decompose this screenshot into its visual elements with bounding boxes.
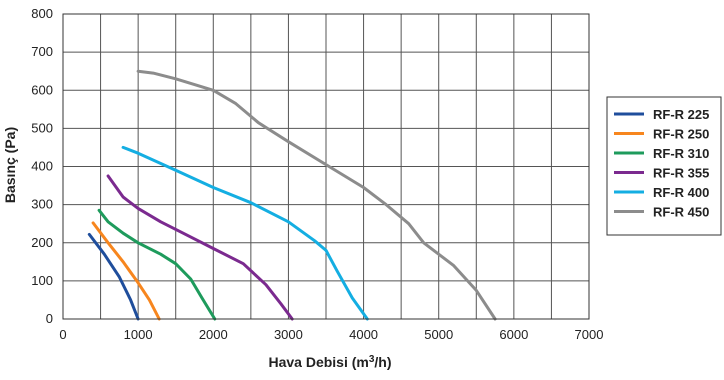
y-tick-labels: 0 100 200 300 400 500 600 700 800	[31, 6, 53, 326]
series-line	[87, 232, 140, 321]
legend-label: RF-R 450	[653, 205, 709, 220]
y-tick-label: 600	[31, 82, 53, 97]
y-tick-label: 800	[31, 6, 53, 21]
y-tick-label: 700	[31, 44, 53, 59]
series-line	[91, 221, 161, 321]
series-lines	[87, 69, 497, 321]
y-tick-label: 100	[31, 273, 53, 288]
series-line	[106, 174, 294, 321]
x-tick-label: 3000	[274, 327, 303, 342]
y-tick-label: 200	[31, 235, 53, 250]
grid-lines	[63, 14, 589, 319]
legend-label: RF-R 355	[653, 166, 709, 181]
y-axis-title: Basınç (Pa)	[2, 127, 18, 203]
x-tick-label: 2000	[199, 327, 228, 342]
series-line	[121, 145, 369, 321]
y-tick-label: 0	[46, 311, 53, 326]
legend-label: RF-R 225	[653, 107, 709, 122]
plot-frame	[62, 13, 590, 320]
series-line	[97, 208, 217, 321]
x-tick-label: 4000	[349, 327, 378, 342]
x-tick-label: 0	[59, 327, 66, 342]
y-tick-label: 300	[31, 197, 53, 212]
x-tick-label: 1000	[124, 327, 153, 342]
x-tick-labels: 0 1000 2000 3000 4000 5000 6000 7000	[59, 327, 603, 342]
x-axis-title: Hava Debisi (m3/h)	[268, 354, 391, 370]
x-tick-label: 5000	[424, 327, 453, 342]
x-tick-label: 7000	[575, 327, 604, 342]
x-tick-label: 6000	[499, 327, 528, 342]
series-line	[136, 69, 497, 321]
legend: RF-R 225 RF-R 250 RF-R 310 RF-R 355 RF-R 400…	[606, 96, 722, 236]
y-tick-label: 500	[31, 120, 53, 135]
legend-label: RF-R 310	[653, 146, 709, 161]
legend-label: RF-R 400	[653, 185, 709, 200]
legend-label: RF-R 250	[653, 127, 709, 142]
y-tick-label: 400	[31, 159, 53, 174]
